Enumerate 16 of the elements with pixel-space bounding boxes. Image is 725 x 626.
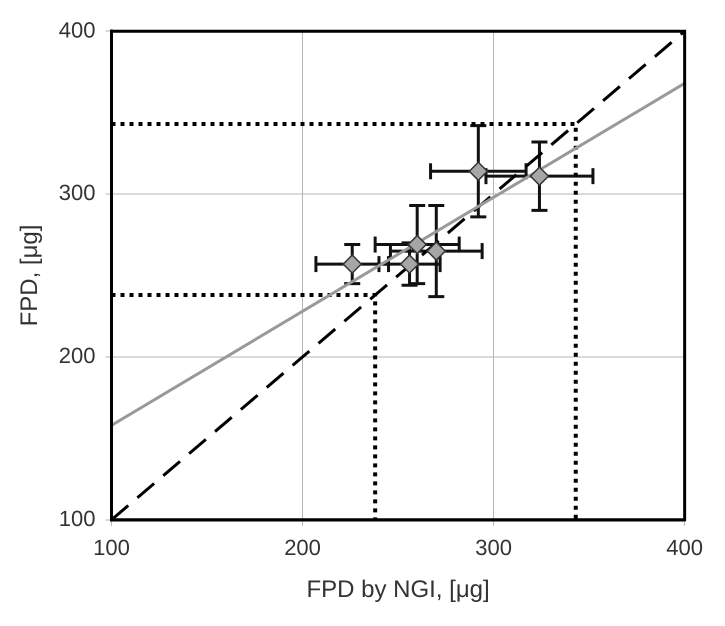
y-tick-label: 300 bbox=[58, 180, 96, 206]
point bbox=[426, 241, 446, 261]
y-tick-label: 200 bbox=[58, 342, 96, 368]
x-tick-label: 400 bbox=[666, 535, 704, 560]
point bbox=[342, 254, 362, 274]
x-tick-label: 100 bbox=[93, 535, 130, 560]
x-axis-title: FPD by NGI, [μg] bbox=[306, 576, 490, 604]
point bbox=[400, 254, 420, 274]
x-tick-label: 300 bbox=[475, 535, 512, 560]
x-tick-label: 200 bbox=[284, 535, 321, 560]
y-tick-label: 400 bbox=[58, 17, 96, 42]
point bbox=[407, 234, 427, 254]
point bbox=[530, 166, 550, 186]
y-tick-label: 100 bbox=[58, 506, 96, 531]
y-axis-title: FPD, [μg] bbox=[16, 224, 44, 326]
point bbox=[468, 162, 488, 182]
